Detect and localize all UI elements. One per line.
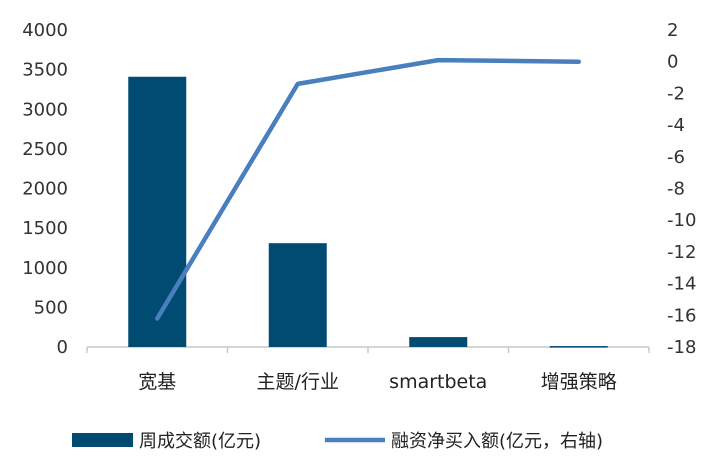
legend-swatch-bar (72, 433, 133, 447)
bar-2 (409, 337, 468, 347)
y-right-tick-label: 2 (667, 20, 678, 41)
y-left-tick-label: 4000 (22, 20, 68, 41)
category-label: 主题/行业 (257, 371, 339, 393)
y-left-tick-label: 3000 (22, 99, 68, 120)
y-left-ticks: 4000 3500 3000 2500 2000 1500 1000 500 0 (22, 20, 68, 358)
y-left-tick-label: 1000 (22, 258, 68, 279)
category-label: 增强策略 (541, 371, 617, 393)
y-right-tick-label: -10 (667, 210, 696, 231)
y-right-tick-label: -12 (667, 242, 696, 263)
bar-series (128, 76, 608, 348)
y-right-tick-label: -4 (667, 115, 685, 136)
line-series (155, 57, 581, 321)
bar-3 (549, 346, 608, 348)
legend-label-bar: 周成交额(亿元) (139, 431, 261, 452)
category-labels: 宽基 主题/行业 smartbeta 增强策略 (138, 371, 617, 393)
y-right-tick-label: -6 (667, 147, 685, 168)
category-label: smartbeta (389, 371, 487, 393)
y-left-tick-label: 2000 (22, 179, 68, 200)
legend-label-line: 融资净买入额(亿元，右轴) (391, 431, 603, 452)
line-path (155, 57, 581, 321)
y-left-tick-label: 3500 (22, 60, 68, 81)
bar-0 (128, 76, 187, 347)
y-left-tick-label: 2500 (22, 139, 68, 160)
y-left-tick-label: 500 (34, 297, 68, 318)
category-label: 宽基 (138, 371, 176, 393)
legend: 周成交额(亿元) 融资净买入额(亿元，右轴) (72, 431, 603, 452)
y-right-tick-label: -16 (667, 305, 696, 326)
y-left-tick-label: 0 (57, 337, 68, 358)
y-right-tick-label: -2 (667, 83, 685, 104)
y-right-tick-label: -8 (667, 179, 685, 200)
x-axis-ticks (86, 347, 650, 353)
bar-1 (268, 243, 327, 347)
y-right-tick-label: 0 (667, 52, 678, 73)
y-left-tick-label: 1500 (22, 218, 68, 239)
y-right-tick-label: -18 (667, 337, 696, 358)
y-right-ticks: 2 0 -2 -4 -6 -8 -10 -12 -14 -16 -18 (667, 20, 696, 358)
y-right-tick-label: -14 (667, 274, 696, 295)
